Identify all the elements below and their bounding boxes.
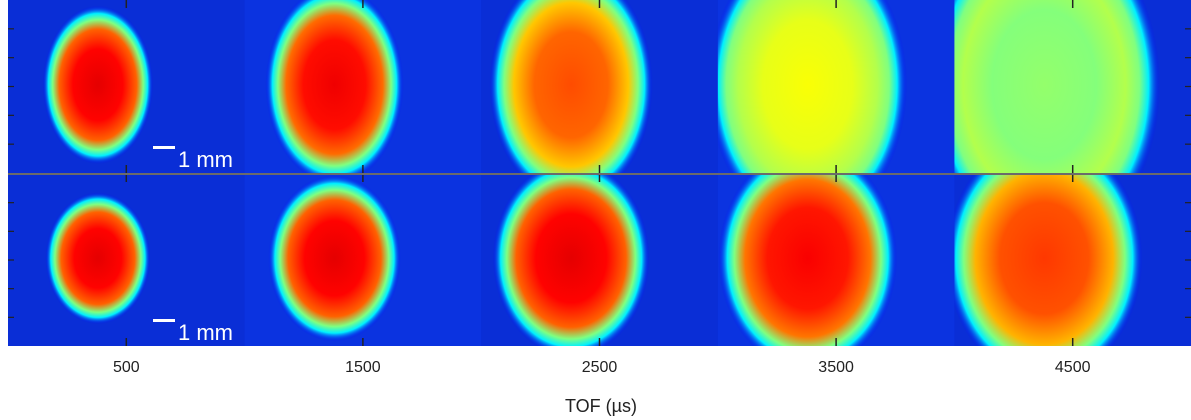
atom-cloud-panel-1-4500 <box>954 0 1191 173</box>
atom-cloud-panel-2-2500 <box>481 174 718 346</box>
atom-cloud <box>954 0 1161 173</box>
scale-bar <box>153 319 175 322</box>
row-separator <box>8 173 1191 175</box>
x-tick-label: 2500 <box>581 359 618 376</box>
atom-cloud <box>265 0 404 173</box>
scale-bar <box>153 146 175 149</box>
atom-cloud <box>717 0 908 173</box>
atom-cloud <box>954 174 1143 346</box>
atom-cloud <box>42 5 154 164</box>
x-axis-label: TOF (µs) <box>564 396 638 416</box>
x-tick-label: 500 <box>112 359 140 376</box>
atom-cloud-panel-2-500 <box>8 174 245 346</box>
atom-cloud <box>718 174 898 346</box>
x-tick-label: 4500 <box>1054 359 1091 376</box>
atom-cloud-panel-1-500 <box>8 0 245 173</box>
scale-bar-label: 1 mm <box>178 147 233 172</box>
scale-bar-label: 1 mm <box>178 320 233 345</box>
atom-cloud-panel-2-3500 <box>717 174 955 346</box>
atom-cloud <box>489 0 653 173</box>
atom-cloud-panel-1-2500 <box>481 0 718 173</box>
atom-cloud <box>268 175 401 342</box>
atom-cloud <box>45 192 151 325</box>
atom-cloud-panel-2-1500 <box>244 174 482 346</box>
atom-cloud-panel-1-3500 <box>717 0 955 173</box>
x-tick-label: 1500 <box>345 359 381 376</box>
atom-cloud <box>492 174 650 346</box>
x-tick-label: 3500 <box>818 359 854 376</box>
atom-cloud-panel-2-4500 <box>954 174 1191 346</box>
atom-cloud-panel-1-1500 <box>244 0 482 173</box>
absorption-image-grid: 1 mm 1 mm <box>8 0 1191 346</box>
